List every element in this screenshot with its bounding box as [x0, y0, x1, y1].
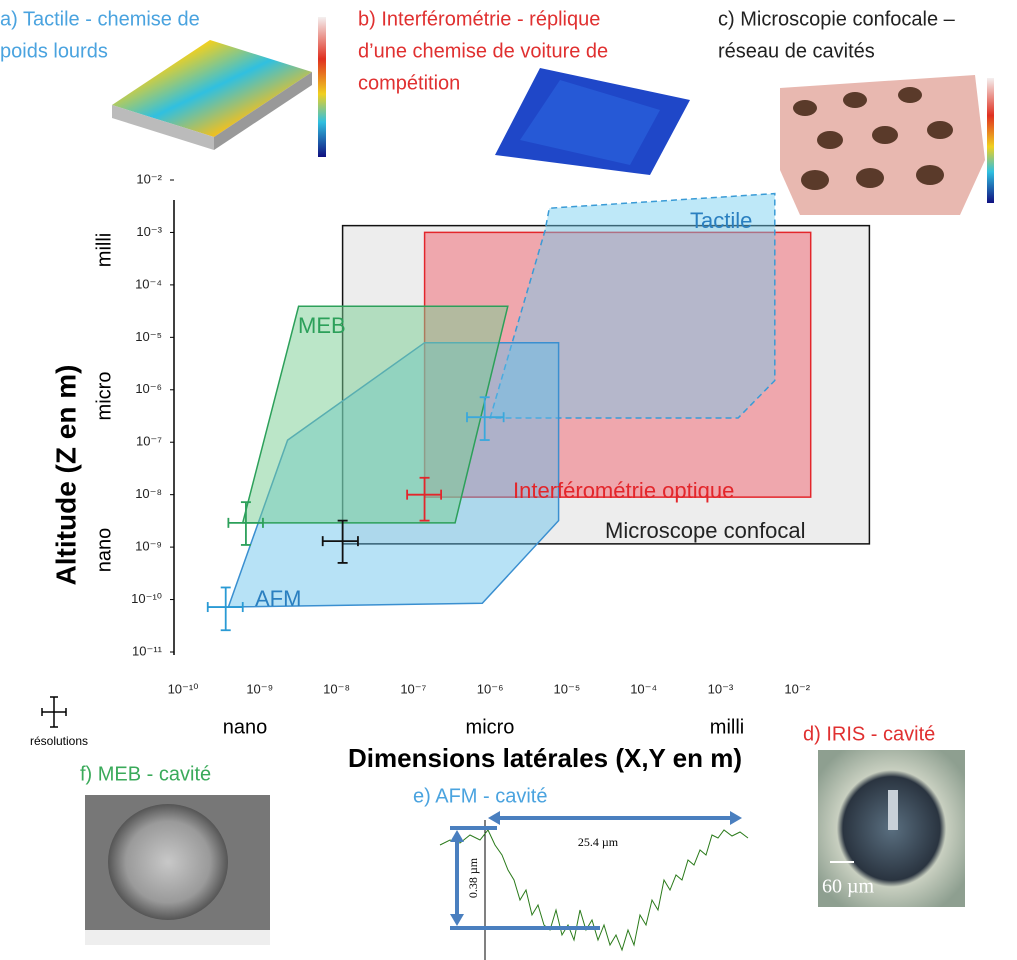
x-tick-label: 10⁻⁴ [630, 681, 657, 696]
x-scale-label: micro [466, 716, 515, 738]
panel-c: c) Microscopie confocale – réseau de cav… [718, 8, 994, 215]
panel-d: d) IRIS - cavité 60 µm [803, 723, 965, 907]
profile-line [439, 829, 749, 952]
x-tick-label: 10⁻⁶ [477, 681, 504, 696]
y-tick-label: 10⁻¹¹ [132, 643, 163, 658]
x-tick-label: 10⁻⁵ [554, 681, 581, 696]
region-label: Tactile [690, 208, 752, 233]
panel-f: f) MEB - cavité [80, 763, 270, 945]
panel-a: a) Tactile - chemise de poids lourds [0, 8, 326, 157]
y-axis-label: Altitude (Z en m) [50, 365, 81, 586]
y-scale-label: micro [93, 372, 115, 421]
panel-title: e) AFM - cavité [413, 785, 547, 807]
x-scale-label: nano [223, 716, 268, 738]
x-tick-label: 10⁻² [784, 681, 810, 696]
y-tick-label: 10⁻⁹ [135, 539, 162, 554]
region-label: MEB [298, 313, 346, 338]
image-side [112, 105, 214, 150]
x-tick-label: 10⁻¹⁰ [168, 681, 199, 696]
region-label: Microscope confocal [605, 518, 806, 543]
x-axis-label: Dimensions latérales (X,Y en m) [348, 743, 742, 773]
region-label: AFM [255, 586, 301, 611]
colorbar [318, 17, 326, 157]
panel-title: réseau de cavités [718, 40, 875, 62]
y-tick-label: 10⁻⁸ [135, 486, 162, 501]
y-tick-label: 10⁻² [136, 171, 162, 186]
y-tick-label: 10⁻³ [136, 224, 162, 239]
panel-title: d) IRIS - cavité [803, 723, 935, 745]
region [241, 305, 509, 524]
y-scale-label: nano [93, 528, 115, 573]
dimension-label: 0.38 µm [466, 857, 480, 898]
image-footer [85, 930, 270, 945]
y-tick-label: 10⁻⁴ [135, 276, 162, 291]
legend-icon [41, 696, 67, 728]
panel-title: compétition [358, 72, 460, 94]
y-tick-label: 10⁻⁶ [135, 381, 162, 396]
panel-b: b) Interférométrie - réplique d’une chem… [358, 8, 690, 175]
panel-title: d’une chemise de voiture de [358, 40, 608, 62]
image-detail [108, 804, 228, 920]
cavities [793, 87, 953, 190]
image-surface [780, 75, 985, 215]
x-tick-label: 10⁻⁸ [323, 681, 350, 696]
image-detail [888, 790, 898, 830]
y-tick-label: 10⁻⁵ [135, 329, 162, 344]
region [489, 192, 776, 419]
y-scale-label: milli [93, 233, 115, 267]
x-tick-label: 10⁻⁹ [246, 681, 273, 696]
panel-title: b) Interférométrie - réplique [358, 8, 600, 30]
colorbar [987, 78, 994, 203]
image-surface [112, 40, 312, 137]
plot-area: 10⁻¹¹ 10⁻¹⁰ 10⁻⁹ 10⁻⁸ 10⁻⁷ 10⁻⁶ 10⁻⁵ 10⁻⁴ 10⁻³ 10… [131, 171, 871, 696]
y-tick-label: 10⁻¹⁰ [131, 591, 162, 606]
dimension-arrows [450, 811, 742, 930]
region-label: Interférométrie optique [513, 478, 734, 503]
scale-label: 60 µm [822, 876, 875, 898]
panel-title: c) Microscopie confocale – [718, 8, 956, 30]
panel-title: poids lourds [0, 40, 108, 62]
x-tick-label: 10⁻⁷ [400, 681, 426, 696]
x-tick-label: 10⁻³ [708, 681, 734, 696]
panel-title: f) MEB - cavité [80, 763, 211, 785]
x-scale-label: milli [710, 716, 744, 738]
legend-label: résolutions [30, 734, 88, 748]
panel-title: a) Tactile - chemise de [0, 8, 200, 30]
image-surface [520, 80, 660, 165]
panel-e: e) AFM - cavité 25.4 µm 0.38 µm [413, 785, 749, 960]
image-side [214, 72, 312, 150]
region-labels: Microscope confocal Interférométrie opti… [255, 208, 806, 611]
dimension-label: 25.4 µm [578, 835, 619, 849]
y-tick-label: 10⁻⁷ [136, 434, 162, 449]
